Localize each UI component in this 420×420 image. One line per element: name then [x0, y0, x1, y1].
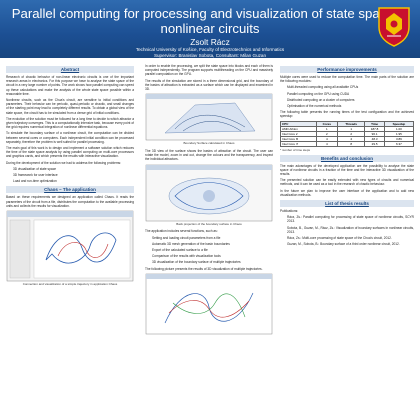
supervisor-line: Supervisor: Branislav Sobota, Consultant…: [153, 53, 267, 58]
publications-intro: Publications:: [280, 209, 299, 214]
poster-title: Parallel computing for processing and vi…: [11, 6, 409, 36]
list-item: Guzan, M., Sobota, B.: Boundary surface …: [287, 242, 414, 246]
performance-text: Multiple cores were used to reduce the c…: [280, 75, 414, 84]
multi-trajectory-figure: [145, 273, 273, 335]
figure-caption: Back projection of the boundary surface …: [176, 221, 242, 226]
table-cell: 4: [315, 140, 339, 147]
list-item: Setting and loading circuit parameters f…: [152, 236, 273, 240]
boundary-surface-figure: Boundary Surface calculated in Chaos: [145, 93, 273, 146]
list-item: 3D visualization of the boundary surface…: [152, 260, 273, 264]
table-cell: 8: [337, 140, 366, 147]
trajectory-figure: Connection and visualization of a simple…: [6, 210, 134, 287]
table-footnote: * number of time steps: [280, 147, 311, 152]
university-logo-icon: [378, 7, 410, 47]
abstract-heading: Abstract: [6, 66, 134, 73]
list-item: 3D framework for user interface: [13, 173, 134, 177]
method-paragraph: The 3D view of the surface shows the bas…: [145, 149, 273, 162]
table-cell: 29.5: [364, 140, 385, 147]
conclusion-paragraph: The main advantages of the developed app…: [280, 163, 414, 177]
conclusion-section: Benefits and conclusion The main advanta…: [280, 154, 414, 197]
performance-heading: Performance improvements: [280, 66, 414, 73]
figure-caption: Boundary Surface calculated in Chaos: [183, 141, 235, 146]
intro-paragraph: To simulate the boundary surface of a no…: [6, 131, 134, 144]
list-item: 3D visualization of state space: [13, 167, 134, 171]
performance-list: Multi-threaded computing using all avail…: [280, 85, 414, 108]
abstract-section: Abstract Research of chaotic behavior of…: [6, 66, 134, 183]
intro-paragraph: Nonlinear circuits, such as the Chua's c…: [6, 98, 134, 115]
chaos-heading: Chaos – The application: [6, 186, 134, 194]
sub-goals-intro: During the development of the solution w…: [6, 160, 121, 165]
publications-section: List of thesis results Publications: Rác…: [280, 200, 414, 246]
publications-list: Rácz, Zs.: Parallel computing for proces…: [280, 215, 414, 246]
right-column: Performance improvements Multiple cores …: [280, 64, 414, 414]
middle-column: In order to enable the processing, we sp…: [145, 64, 273, 414]
affiliation: Technical University of Košice, Faculty …: [135, 47, 285, 52]
sub-goals-list: 3D visualization of state space 3D frame…: [6, 167, 134, 184]
conclusion-paragraph: The presented solution can be easily ext…: [280, 178, 414, 187]
list-item: Rácz, Zs.: Parallel computing for proces…: [287, 215, 414, 223]
list-item: Automatic 3D mesh generation of the basi…: [152, 242, 273, 246]
list-item: Parallel computing on the GPU using CUDA: [287, 92, 414, 96]
list-item: Sobota, B., Guzan, M., Rácz, Zs.: Visual…: [287, 226, 414, 234]
trajectory-screenshot: [6, 210, 134, 282]
poster-header: Parallel computing for processing and vi…: [0, 0, 420, 58]
abstract-text: Research of chaotic behavior of non-line…: [6, 75, 134, 96]
intro-paragraph: The evolution of the solution must be fo…: [6, 116, 134, 130]
boundary-surface-screenshot: [145, 93, 273, 141]
table-intro: The following table presents the running…: [280, 110, 414, 119]
left-column: Abstract Research of chaotic behavior of…: [6, 64, 134, 414]
author-name: Zsolt Rácz: [190, 37, 230, 47]
goal-paragraph: The main goal of this work is to design …: [6, 146, 134, 159]
list-item: Rácz, Zs.: Multi-core processing of stat…: [287, 236, 414, 240]
table-row: Intel Core i7 4 8 29.5 6.37: [280, 140, 414, 147]
performance-section: Performance improvements Multiple cores …: [280, 66, 414, 152]
features-intro: The application includes several functio…: [145, 229, 218, 234]
performance-table: CPU Cores Threads Time Speedup AMD Athlo…: [280, 120, 414, 147]
multi-trajectory-screenshot: [145, 273, 273, 335]
table-cell: 6.37: [383, 140, 414, 147]
list-item: Load and run-time optimization: [13, 179, 134, 183]
list-item: Multi-threaded computing using all avail…: [287, 85, 414, 89]
conclusion-paragraph: In the future we plan to improve the use…: [280, 188, 414, 197]
chaos-app-section: Chaos – The application Based on these r…: [6, 186, 134, 286]
method-section: In order to enable the processing, we sp…: [145, 64, 273, 335]
figure-caption: Connection and visualization of a simple…: [22, 282, 118, 287]
features-list: Setting and loading circuit parameters f…: [145, 236, 273, 265]
back-projection-figure: Back projection of the boundary surface …: [145, 164, 273, 227]
list-item: Distributed computing on a cluster of co…: [287, 98, 414, 102]
chaos-text: Based on these requirements we designed …: [6, 195, 134, 208]
list-item: Comparison of the results with visualiza…: [152, 254, 273, 258]
method-paragraph: In order to enable the processing, we sp…: [145, 64, 273, 77]
list-item: Optimisation of the numerical methods: [287, 104, 414, 108]
conclusion-heading: Benefits and conclusion: [280, 154, 414, 162]
publications-heading: List of thesis results: [280, 200, 414, 208]
method-paragraph: The following picture presents the resul…: [145, 266, 263, 271]
list-item: Export of the calculated surface to a fi…: [152, 248, 273, 252]
table-cell: Intel Core i7: [280, 140, 317, 147]
back-projection-screenshot: [145, 164, 273, 221]
method-paragraph: The results of the simulation are stored…: [145, 78, 273, 92]
